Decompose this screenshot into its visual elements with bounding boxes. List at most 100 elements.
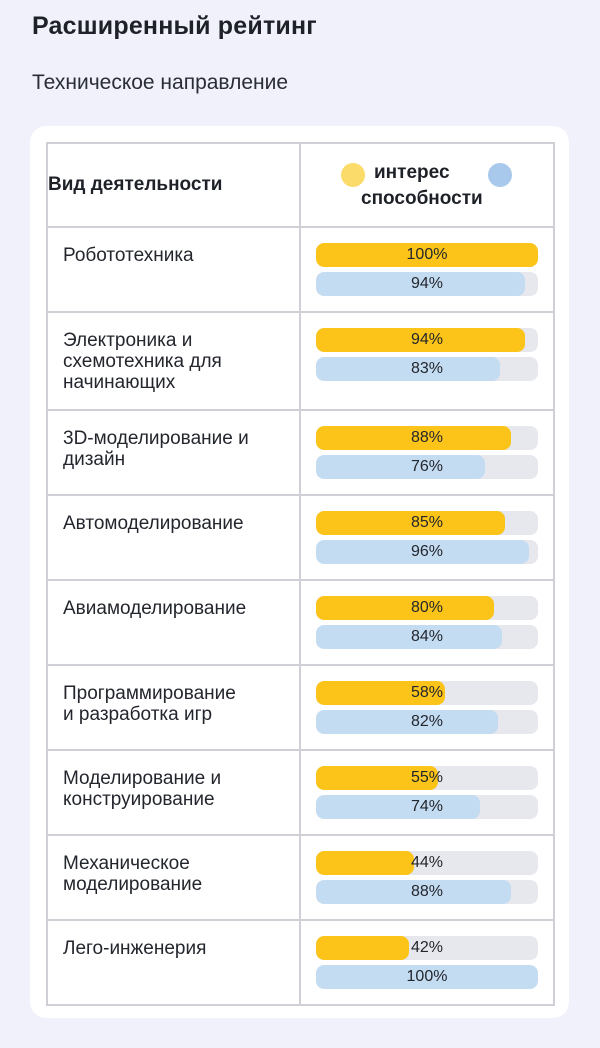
activity-name: Лего-инженерия	[46, 919, 301, 1006]
ability-bar	[316, 272, 525, 296]
activity-name-line: Автомоделирование	[63, 513, 244, 534]
table-header-row: Вид деятельности интерес способности	[46, 142, 555, 228]
ability-bar-track: 100%	[316, 965, 538, 989]
activity-name-line: моделирование	[63, 874, 203, 895]
interest-bar-value-label: 80%	[410, 599, 444, 616]
table-row: Программирование и разработка игр 58% 82%	[46, 664, 555, 751]
interest-bar-value-label: 100%	[406, 246, 448, 263]
ability-bar	[316, 625, 503, 649]
interest-bar-track: 80%	[316, 596, 538, 620]
activity-name-line: конструирование	[63, 789, 215, 810]
table-row: Автомоделирование 85% 96%	[46, 494, 555, 581]
ability-bar	[316, 710, 499, 734]
activity-name-line: начинающих	[63, 372, 176, 393]
activity-name-line: 3D-моделирование и	[63, 428, 249, 449]
interest-bar-track: 44%	[316, 851, 538, 875]
table-row: 3D-моделирование и дизайн 88% 76%	[46, 409, 555, 496]
activity-name-line: Механическое	[63, 853, 190, 874]
ability-bar	[316, 795, 481, 819]
bars-cell: 85% 96%	[299, 494, 555, 581]
interest-bar-track: 100%	[316, 243, 538, 267]
ability-bar	[316, 455, 485, 479]
activity-name: 3D-моделирование и дизайн	[46, 409, 301, 496]
ability-bar-track: 84%	[316, 625, 538, 649]
interest-bar	[316, 243, 538, 267]
ability-bar	[316, 880, 512, 904]
interest-bar	[316, 596, 494, 620]
ability-bar-track: 94%	[316, 272, 538, 296]
table-row: Авиамоделирование 80% 84%	[46, 579, 555, 666]
legend-ability-label: способности	[361, 188, 483, 209]
interest-bar	[316, 511, 505, 535]
bars-cell: 94% 83%	[299, 311, 555, 411]
interest-bar	[316, 936, 410, 960]
ability-bar-value-label: 74%	[410, 798, 444, 815]
interest-bar-value-label: 42%	[410, 939, 444, 956]
ability-bar-value-label: 88%	[410, 883, 444, 900]
rating-table: Вид деятельности интерес способности Роб…	[46, 142, 555, 1006]
ability-bar-value-label: 82%	[410, 713, 444, 730]
activity-name: Механическое моделирование	[46, 834, 301, 921]
activity-name: Программирование и разработка игр	[46, 664, 301, 751]
interest-bar	[316, 426, 512, 450]
bars-cell: 55% 74%	[299, 749, 555, 836]
ability-bar-track: 74%	[316, 795, 538, 819]
rating-card: Вид деятельности интерес способности Роб…	[30, 126, 569, 1018]
activity-name: Авиамоделирование	[46, 579, 301, 666]
interest-bar-value-label: 85%	[410, 514, 444, 531]
activity-name-line: схемотехника для	[63, 351, 222, 372]
ability-bar-value-label: 100%	[406, 968, 448, 985]
ability-bar-value-label: 76%	[410, 458, 444, 475]
activity-name-line: Электроника и	[63, 330, 193, 351]
ability-bar-value-label: 96%	[410, 543, 444, 560]
bars-cell: 42% 100%	[299, 919, 555, 1006]
page-subtitle: Техническое направление	[32, 71, 289, 94]
activity-name-line: и разработка игр	[63, 704, 213, 725]
activity-name-line: Моделирование и	[63, 768, 222, 789]
legend: интерес способности	[301, 145, 553, 225]
ability-bar-track: 82%	[316, 710, 538, 734]
interest-bar-value-label: 94%	[410, 331, 444, 348]
bars-cell: 58% 82%	[299, 664, 555, 751]
activity-name-line: Программирование	[63, 683, 236, 704]
table-row: Лего-инженерия 42% 100%	[46, 919, 555, 1006]
activity-name-line: Робототехника	[63, 245, 194, 266]
interest-bar-value-label: 44%	[410, 854, 444, 871]
table-row: Робототехника 100% 94%	[46, 226, 555, 313]
interest-bar-track: 94%	[316, 328, 538, 352]
ability-bar	[316, 357, 501, 381]
ability-bar-track: 96%	[316, 540, 538, 564]
activity-name-line: Лего-инженерия	[63, 938, 207, 959]
interest-bar	[316, 328, 525, 352]
interest-bar-track: 55%	[316, 766, 538, 790]
ability-bar-track: 88%	[316, 880, 538, 904]
column-header-activity: Вид деятельности	[46, 142, 301, 228]
table-row: Электроника и схемотехника для начинающих 9…	[46, 311, 555, 411]
legend-interest-dot	[341, 163, 365, 187]
interest-bar-value-label: 88%	[410, 429, 444, 446]
activity-name: Робототехника	[46, 226, 301, 313]
activity-name-line: Авиамоделирование	[63, 598, 247, 619]
interest-bar	[316, 851, 414, 875]
activity-name: Моделирование и конструирование	[46, 749, 301, 836]
bars-cell: 44% 88%	[299, 834, 555, 921]
interest-bar-track: 85%	[316, 511, 538, 535]
interest-bar-value-label: 58%	[410, 684, 444, 701]
interest-bar-track: 88%	[316, 426, 538, 450]
legend-ability-dot	[488, 163, 512, 187]
ability-bar-track: 76%	[316, 455, 538, 479]
table-row: Моделирование и конструирование 55% 74%	[46, 749, 555, 836]
ability-bar-value-label: 84%	[410, 628, 444, 645]
interest-bar-track: 42%	[316, 936, 538, 960]
interest-bar-track: 58%	[316, 681, 538, 705]
bars-cell: 88% 76%	[299, 409, 555, 496]
bars-cell: 80% 84%	[299, 579, 555, 666]
activity-name: Автомоделирование	[46, 494, 301, 581]
ability-bar	[316, 540, 530, 564]
page-title: Расширенный рейтинг	[32, 12, 317, 40]
legend-interest-label: интерес	[374, 162, 450, 183]
interest-bar	[316, 766, 439, 790]
ability-bar-track: 83%	[316, 357, 538, 381]
table-row: Механическое моделирование 44% 88%	[46, 834, 555, 921]
ability-bar	[316, 965, 538, 989]
